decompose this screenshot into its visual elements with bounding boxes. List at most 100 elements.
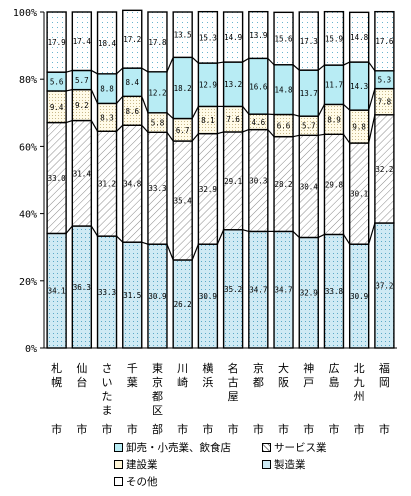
series-connector-line <box>141 124 149 133</box>
legend-item-construction: 建設業 <box>114 458 158 472</box>
data-label: 17.4 <box>73 37 92 46</box>
legend-item-manufacturing: 製造業 <box>262 458 306 472</box>
bar-segment <box>197 10 219 64</box>
series-connector-line <box>242 57 250 63</box>
data-label: 5.8 <box>151 119 165 128</box>
legend-label-other: その他 <box>126 476 158 488</box>
x-category-label: 千葉市 <box>127 362 138 436</box>
data-label: 14.3 <box>350 82 368 91</box>
x-category-label: 神戸市 <box>303 361 314 436</box>
series-connector-line <box>242 229 249 232</box>
data-label: 35.4 <box>174 196 193 205</box>
series-connector-line <box>116 95 124 104</box>
x-category-label: 北九州市 <box>354 362 365 436</box>
bar-segment <box>71 11 93 72</box>
data-label: 34.8 <box>123 180 142 189</box>
data-labels: 34.1 33.0 9.4 5.6 17.9 36.3 31.4 9.2 5.7 17.4 33.3… <box>48 31 394 309</box>
data-label: 13.7 <box>300 89 318 98</box>
series-connector-line <box>65 89 73 92</box>
series-connector-line <box>191 56 199 64</box>
data-label: 12.2 <box>148 88 166 97</box>
data-label: 8.8 <box>100 85 114 94</box>
data-label: 14.9 <box>224 33 242 42</box>
data-label: 29.1 <box>224 177 242 186</box>
x-category-label: 東京都区部 <box>152 362 163 436</box>
series-connector-line <box>292 113 300 117</box>
series-connector-line <box>141 67 149 73</box>
data-label: 33.8 <box>325 287 344 296</box>
data-label: 12.9 <box>199 81 217 90</box>
data-label: 8.1 <box>201 116 215 125</box>
series-connector-line <box>317 104 325 117</box>
series-connector-line <box>343 103 351 111</box>
series-connector-line <box>191 106 199 119</box>
data-label: 15.6 <box>275 35 294 44</box>
legend-label-manufacturing: 製造業 <box>274 459 306 471</box>
series-connector-line <box>267 57 275 66</box>
series-connector-line <box>90 225 99 237</box>
data-label: 5.7 <box>302 122 316 131</box>
series-connector-line <box>317 64 325 71</box>
data-label: 17.3 <box>300 37 318 46</box>
series-connector-line <box>141 241 149 245</box>
x-category-label: 京都市 <box>253 361 264 436</box>
legend-label-services: サービス業 <box>274 442 327 454</box>
data-label: 35.2 <box>224 285 242 294</box>
data-label: 4.6 <box>252 118 266 127</box>
data-label: 9.2 <box>75 101 89 110</box>
data-label: 9.8 <box>352 123 366 132</box>
data-label: 5.7 <box>75 76 89 85</box>
series-connector-line <box>292 64 300 71</box>
data-label: 32.9 <box>300 289 318 298</box>
series-connector-line <box>65 69 73 73</box>
legend-swatch-construction <box>114 460 123 469</box>
data-label: 5.3 <box>378 76 392 85</box>
x-category-label: 川崎市 <box>177 362 188 436</box>
series-connector-line <box>90 120 99 132</box>
data-label: 29.8 <box>325 180 344 189</box>
series-connector-line <box>342 234 351 245</box>
data-label: 31.2 <box>98 180 116 189</box>
bar-segment <box>348 11 370 63</box>
data-label: 32.2 <box>375 165 393 174</box>
data-label: 34.7 <box>275 286 293 295</box>
data-label: 36.3 <box>73 283 91 292</box>
series-connector-line <box>368 222 376 245</box>
y-tick-label: 0% <box>25 344 37 355</box>
data-label: 8.4 <box>125 78 139 87</box>
data-label: 31.4 <box>73 169 92 178</box>
data-label: 14.8 <box>275 86 294 95</box>
data-label: 9.4 <box>50 103 64 112</box>
bar-segment <box>222 11 244 63</box>
series-connector-line <box>343 61 350 66</box>
series-connector-line <box>292 230 300 238</box>
x-category-label: さいたま市 <box>102 362 113 436</box>
data-label: 32.9 <box>199 185 217 194</box>
series-connector-line <box>216 229 225 245</box>
series-connector-line <box>116 67 124 75</box>
bar-segment <box>147 11 168 73</box>
data-label: 33.3 <box>148 184 166 193</box>
series-connector-line <box>242 106 250 115</box>
series-connector-line <box>65 225 73 234</box>
data-label: 17.9 <box>48 38 66 47</box>
data-label: 15.3 <box>199 33 217 42</box>
data-label: 30.4 <box>300 182 319 191</box>
data-label: 8.9 <box>327 115 341 124</box>
data-label: 7.6 <box>226 115 240 124</box>
x-category-label: 仙台市 <box>76 362 87 436</box>
data-label: 7.8 <box>378 98 392 107</box>
series-connector-line <box>166 243 174 261</box>
series-connector-line <box>368 88 376 111</box>
bar-segment <box>323 10 345 66</box>
series-connector-line <box>166 112 174 119</box>
axes: 0% 20% 40% 60% 80% 100% 札幌市 仙台市 さいたま市 千葉市 東京都区部 川崎市… <box>13 8 397 436</box>
data-label: 6.6 <box>277 122 291 131</box>
data-label: 5.6 <box>50 78 64 87</box>
series-connector-line <box>317 233 325 238</box>
data-label: 30.9 <box>350 292 368 301</box>
series-connector-line <box>65 119 73 124</box>
legend-swatch-wholesale <box>114 443 123 452</box>
y-tick-label: 80% <box>19 75 37 86</box>
